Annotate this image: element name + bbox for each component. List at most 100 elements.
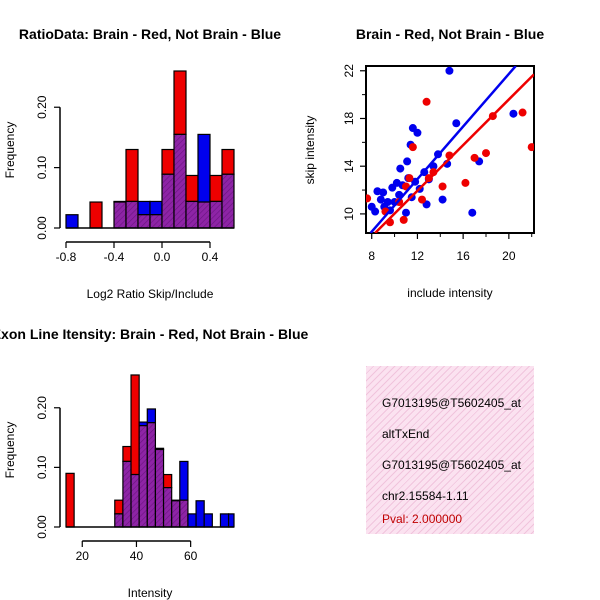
- scatter-point-brain: [399, 215, 408, 224]
- scatter-point-not-brain: [452, 119, 461, 128]
- scatter-y-tick-label: 10: [342, 207, 356, 221]
- ratio-bar-brain: [161, 148, 175, 175]
- intensity-bar-overlap: [114, 513, 124, 528]
- scatter-point-not-brain: [383, 197, 392, 206]
- scatter-point-brain: [366, 194, 372, 203]
- intensity-bar-overlap: [162, 487, 173, 528]
- ratio-bar-brain: [185, 174, 199, 203]
- intensity-bar-brain: [114, 499, 124, 515]
- scatter-point-brain: [418, 195, 426, 204]
- intensity-y-tick-label: 0.20: [35, 396, 49, 420]
- scatter-fit-line-brain: [374, 73, 534, 233]
- intensity-bar-not-brain: [203, 513, 213, 528]
- intensity-bar-not-brain: [219, 513, 230, 528]
- intensity-bar-brain: [130, 374, 140, 476]
- scatter-x-tick-label: 12: [411, 249, 425, 263]
- intensity-x-tick-label: 60: [184, 549, 198, 563]
- intensity-y-tick-label: 0.10: [35, 455, 49, 479]
- ratio-bar-overlap: [149, 214, 163, 229]
- ratio-bar-not-brain: [197, 133, 211, 203]
- scatter-point-brain: [470, 153, 479, 162]
- intensity-histogram-axes: 20 40 60 0.00 0.10 0.20: [35, 396, 234, 563]
- scatter-point-brain: [482, 149, 490, 158]
- scatter-fit-line-not-brain: [369, 66, 517, 233]
- scatter-point-brain: [461, 178, 470, 187]
- scatter-point-not-brain: [413, 128, 422, 137]
- ratio-bar-brain: [89, 201, 103, 229]
- ratio-bar-not-brain: [149, 200, 163, 216]
- intensity-bar-overlap: [138, 425, 148, 528]
- ratio-bar-overlap: [221, 173, 235, 229]
- scatter-point-not-brain: [509, 109, 518, 118]
- intensity-histogram-title: Exon Line Itensity: Brain - Red, Not Bra…: [0, 326, 309, 342]
- scatter-point-not-brain: [371, 207, 380, 216]
- scatter-point-not-brain: [379, 188, 388, 197]
- intensity-bar-overlap: [122, 460, 132, 528]
- probe-id-repeat-text: G7013195@T5602405_at: [382, 458, 521, 472]
- scatter-y-tick-label: 18: [342, 111, 356, 125]
- ratio-y-tick-label: 0.20: [35, 95, 49, 119]
- ratio-bar-overlap: [137, 214, 151, 229]
- gene-locus-text: chr2.15584-1.11: [382, 489, 469, 503]
- ratio-x-tick-label: 0.4: [202, 250, 219, 264]
- intensity-bar-brain: [122, 445, 132, 463]
- ratio-bar-overlap: [161, 173, 175, 229]
- pvalue-text: Pval: 2.000000: [382, 512, 463, 526]
- ratio-bar-overlap: [209, 200, 223, 229]
- scatter-point-brain: [422, 97, 431, 106]
- scatter-x-tick-label: 16: [456, 249, 470, 263]
- scatter-point-not-brain: [445, 66, 454, 75]
- ratio-bar-brain: [221, 148, 235, 175]
- scatter-point-not-brain: [396, 164, 405, 173]
- ratio-bar-not-brain: [65, 214, 79, 229]
- scatter-xlabel: include intensity: [407, 286, 492, 300]
- intensity-x-tick-label: 40: [130, 549, 144, 563]
- ratio-histogram-xlabel: Log2 Ratio Skip/Include: [87, 287, 214, 301]
- intensity-bar-overlap: [154, 448, 165, 528]
- ratio-x-tick-label: 0.0: [154, 250, 171, 264]
- scatter-point-not-brain: [468, 208, 477, 217]
- ratio-bar-brain: [173, 70, 187, 136]
- ratio-histogram-ylabel: Frequency: [3, 122, 17, 179]
- ratio-histogram-axes: -0.8 -0.4 0.0 0.4 0.00 0.10 0.20: [35, 95, 234, 264]
- ratio-bar-brain: [125, 148, 139, 203]
- scatter-point-not-brain: [376, 195, 385, 204]
- ratio-bar-overlap: [197, 201, 211, 229]
- event-type-text: altTxEnd: [382, 427, 430, 441]
- scatter-point-not-brain: [402, 208, 410, 217]
- intensity-bar-brain: [162, 473, 173, 489]
- intensity-histogram-xlabel: Intensity: [128, 586, 173, 600]
- intensity-bar-not-brain: [187, 513, 197, 528]
- scatter-plot-area: [366, 66, 534, 233]
- scatter-point-not-brain: [403, 157, 412, 166]
- intensity-bar-brain: [65, 472, 75, 528]
- intensity-histogram-bars: [65, 374, 235, 528]
- scatter-ylabel: skip intensity: [303, 116, 317, 185]
- scatter-point-brain: [527, 143, 534, 152]
- ratio-bar-not-brain: [137, 200, 151, 216]
- intensity-bar-overlap: [130, 473, 140, 528]
- intensity-bar-not-brain: [146, 408, 157, 424]
- intensity-bar-overlap: [179, 499, 189, 528]
- intensity-x-tick-label: 20: [76, 549, 90, 563]
- scatter-title: Brain - Red, Not Brain - Blue: [356, 26, 544, 42]
- scatter-points: [366, 66, 534, 233]
- ratio-bar-overlap: [185, 200, 199, 229]
- ratio-histogram-panel: RatioData: Brain - Red, Not Brain - Blue…: [3, 26, 281, 301]
- scatter-axes: 8 12 16 20 10 14 18 22: [342, 64, 533, 263]
- intensity-histogram-panel: Exon Line Itensity: Brain - Red, Not Bra…: [0, 326, 309, 600]
- scatter-y-tick-label: 22: [342, 64, 356, 78]
- intensity-bar-not-brain: [227, 513, 235, 528]
- ratio-bar-overlap: [125, 200, 139, 229]
- ratio-y-tick-label: 0.10: [35, 156, 49, 180]
- scatter-point-brain: [408, 143, 417, 152]
- intensity-histogram-ylabel: Frequency: [3, 422, 17, 479]
- intensity-bar-overlap: [171, 500, 181, 528]
- intensity-bar-not-brain: [195, 500, 205, 528]
- scatter-x-tick-label: 8: [368, 249, 375, 263]
- scatter-x-tick-label: 20: [502, 249, 516, 263]
- probe-info-panel: G7013195@T5602405_at altTxEnd G7013195@T…: [366, 366, 534, 534]
- scatter-point-not-brain: [438, 195, 447, 204]
- ratio-bar-overlap: [173, 133, 187, 229]
